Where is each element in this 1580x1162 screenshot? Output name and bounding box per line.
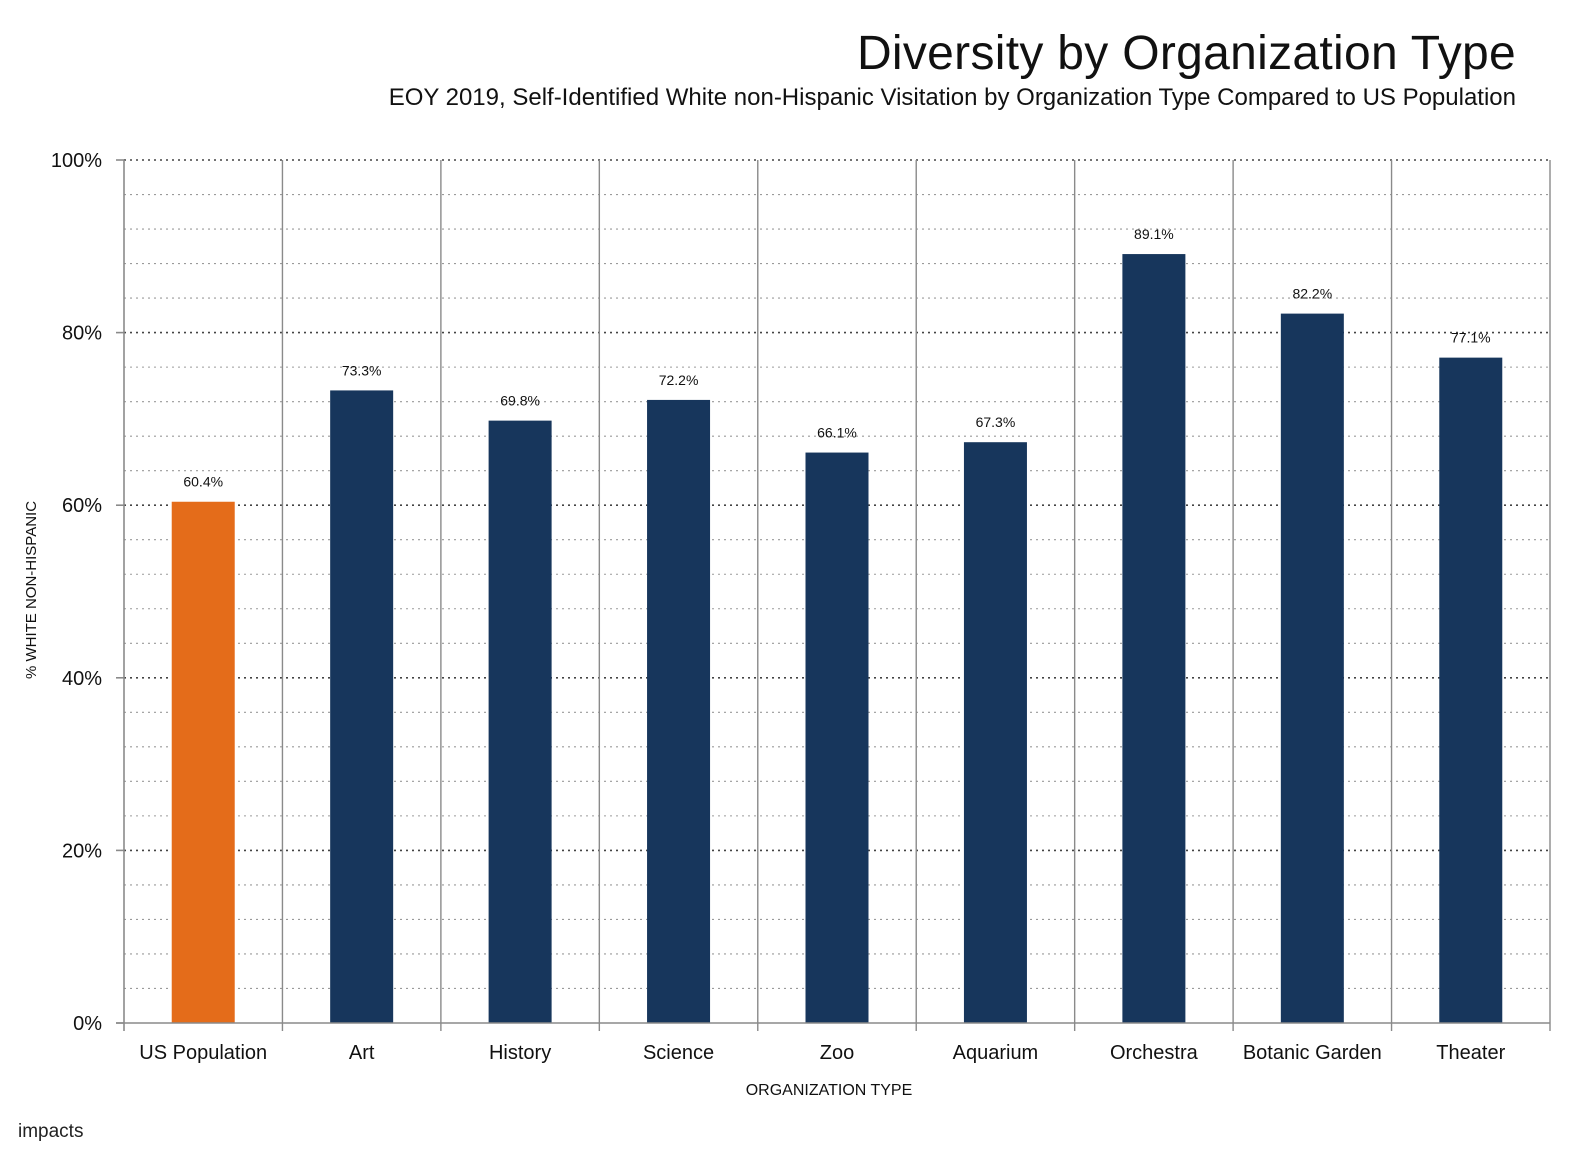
bar xyxy=(1280,313,1344,1023)
bar xyxy=(805,452,869,1023)
x-tick-label: Theater xyxy=(1436,1042,1505,1064)
x-tick-label: Botanic Garden xyxy=(1243,1042,1382,1064)
axes: 0% 20% 40% 60% 80% 100% xyxy=(51,150,1550,1035)
chart-title: Diversity by Organization Type xyxy=(856,27,1516,80)
bar xyxy=(488,420,552,1024)
impacts-logo: impacts xyxy=(18,1121,84,1142)
y-tick-label: 40% xyxy=(62,668,102,690)
data-label: 72.2% xyxy=(659,372,699,388)
bars xyxy=(171,254,1503,1024)
y-tick-label: 20% xyxy=(62,840,102,862)
x-tick-label: Aquarium xyxy=(953,1042,1039,1064)
y-tick-label: 60% xyxy=(62,495,102,517)
data-label: 73.3% xyxy=(342,362,382,378)
x-tick-label: History xyxy=(489,1042,551,1064)
x-tick-label: Orchestra xyxy=(1110,1042,1199,1064)
data-label: 69.8% xyxy=(500,393,540,409)
data-label: 82.2% xyxy=(1292,286,1332,302)
x-tick-label: US Population xyxy=(139,1042,267,1064)
x-tick-label: Art xyxy=(349,1042,375,1064)
x-axis-title: ORGANIZATION TYPE xyxy=(746,1082,913,1099)
y-tick-label: 0% xyxy=(73,1013,102,1035)
category-separators xyxy=(281,160,1551,1031)
x-tick-label: Science xyxy=(643,1042,714,1064)
data-label: 77.1% xyxy=(1451,330,1491,346)
bar xyxy=(963,442,1027,1023)
y-tick-label: 100% xyxy=(51,150,102,172)
data-label: 60.4% xyxy=(183,474,223,490)
bar xyxy=(1122,254,1186,1023)
bar xyxy=(171,501,235,1023)
data-label: 67.3% xyxy=(976,414,1016,430)
y-tick-label: 80% xyxy=(62,323,102,345)
bar xyxy=(647,399,711,1023)
chart-subtitle: EOY 2019, Self-Identified White non-Hisp… xyxy=(388,84,1516,111)
data-label: 89.1% xyxy=(1134,226,1174,242)
data-labels: 60.4% US Population 73.3% Art 69.8% History 72… xyxy=(139,226,1505,1064)
x-tick-label: Zoo xyxy=(820,1042,854,1064)
data-label: 66.1% xyxy=(817,425,857,441)
bar xyxy=(330,390,394,1023)
y-axis-title: % WHITE NON-HISPANIC xyxy=(23,501,40,679)
bar xyxy=(1439,357,1503,1023)
